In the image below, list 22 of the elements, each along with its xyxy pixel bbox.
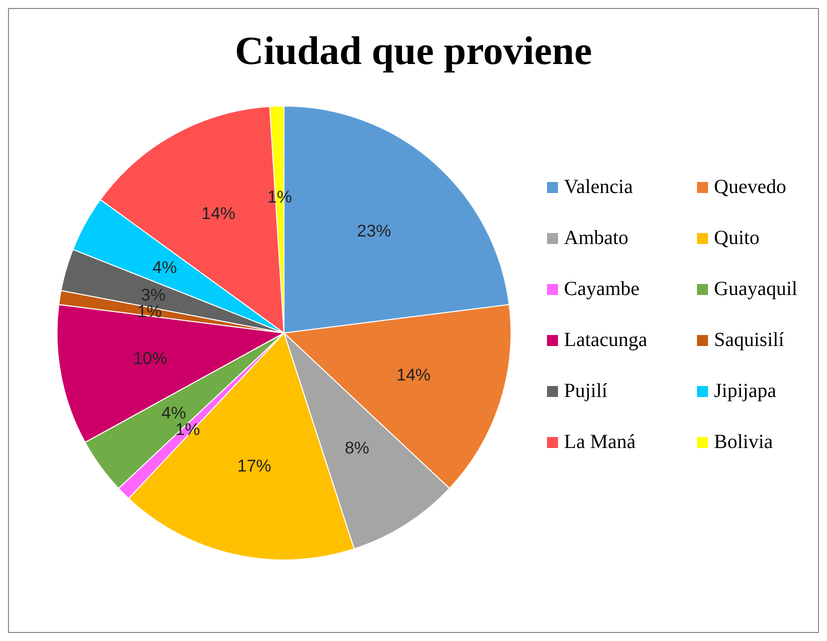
legend-label: Valencia: [564, 176, 633, 198]
data-label: 14%: [201, 204, 236, 224]
legend-label: Jipijapa: [714, 380, 776, 402]
data-label: 4%: [152, 258, 177, 277]
data-label: 3%: [140, 286, 166, 304]
legend-label: Quito: [714, 226, 760, 250]
legend-label: Saquisilí: [714, 328, 784, 352]
legend-label: Quevedo: [714, 176, 786, 198]
legend-label: Bolivia: [714, 430, 773, 454]
legend-label: Guayaquil: [714, 278, 798, 300]
data-label: 14%: [396, 366, 431, 385]
data-label: 8%: [344, 438, 370, 458]
legend-label: Latacunga: [564, 328, 648, 352]
legend-label: Cayambe: [564, 278, 640, 300]
chart-title: Ciudad que proviene: [234, 27, 594, 74]
data-label: 23%: [357, 221, 392, 240]
data-label: 4%: [162, 404, 186, 423]
legend-label: La Maná: [564, 430, 636, 454]
data-label: 17%: [237, 456, 272, 476]
legend-label: Ambato: [564, 226, 628, 250]
data-label: 10%: [133, 349, 168, 368]
legend-label: Pujilí: [564, 380, 608, 402]
